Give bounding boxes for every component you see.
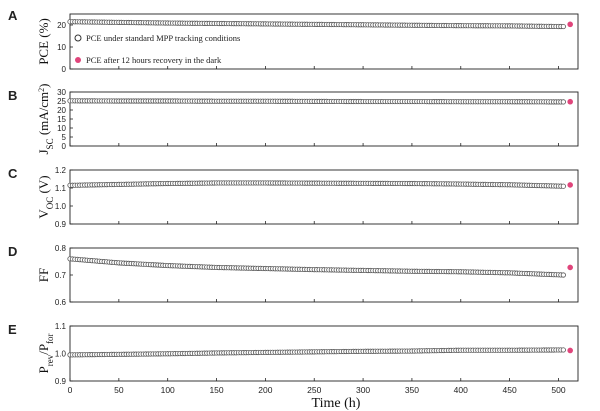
y-tick-label: 15 — [57, 115, 66, 124]
legend-marker-open — [74, 34, 82, 42]
x-axis: 0 50 100 150 200 250 300 350 400 450 500 — [68, 385, 566, 395]
y-tick-label: 0 — [62, 65, 67, 74]
series-markers — [67, 19, 566, 30]
panel-a: A 0 10 20 PCE (%) — [8, 8, 579, 74]
y-tick-label: 1.1 — [55, 184, 67, 193]
series-markers — [67, 347, 566, 358]
y-tick-label: 0 — [62, 142, 67, 151]
series-markers — [67, 180, 566, 189]
panel-letter-d: D — [8, 244, 17, 259]
panel-letter-e: E — [8, 322, 17, 337]
legend: PCE under standard MPP tracking conditio… — [74, 33, 240, 65]
y-tick-label: 1.2 — [55, 166, 67, 175]
panel-d: D 0.6 0.7 0.8 FF — [8, 244, 579, 307]
series-markers — [67, 98, 566, 105]
plot-frame — [69, 169, 579, 225]
y-axis-label-a: PCE (%) — [36, 18, 51, 65]
y-tick-label: 0.8 — [55, 244, 67, 253]
recovery-point — [567, 264, 573, 271]
y-axis-label-d: FF — [36, 268, 51, 282]
y-tick-label: 0.9 — [55, 377, 67, 386]
y-tick-label: 5 — [62, 133, 67, 142]
data-point — [560, 347, 566, 353]
y-tick-label: 30 — [57, 88, 66, 97]
x-tick-label: 200 — [258, 385, 272, 395]
data-point — [560, 183, 566, 189]
y-tick-label: 10 — [57, 124, 66, 133]
y-tick-label: 1.0 — [55, 202, 67, 211]
x-tick-label: 100 — [161, 385, 175, 395]
y-axis-label-e: Prev/Pfor — [36, 333, 55, 373]
x-axis-label: Time (h) — [312, 396, 361, 411]
recovery-point — [567, 347, 573, 354]
data-point — [560, 23, 566, 30]
x-tick-label: 50 — [114, 385, 124, 395]
x-tick-label: 0 — [68, 385, 73, 395]
panel-letter-c: C — [8, 166, 18, 181]
y-axis-label-b: JSC (mA/cm2) — [36, 84, 55, 155]
panel-letter-a: A — [8, 8, 18, 23]
y-tick-label: 1.1 — [55, 322, 67, 331]
y-tick-label: 1.0 — [55, 350, 67, 359]
x-tick-label: 450 — [503, 385, 517, 395]
panel-letter-b: B — [8, 88, 17, 103]
y-tick-label: 0.6 — [55, 298, 67, 307]
data-point — [560, 99, 566, 105]
series-markers — [67, 256, 566, 278]
y-tick-label: 0.7 — [55, 271, 67, 280]
x-tick-label: 300 — [356, 385, 370, 395]
y-axis-label-c: VOC (V) — [36, 175, 55, 218]
recovery-point — [567, 182, 573, 188]
x-tick-label: 250 — [307, 385, 321, 395]
x-tick-label: 350 — [405, 385, 419, 395]
y-tick-label: 25 — [57, 97, 66, 106]
plot-frame — [69, 13, 579, 70]
recovery-point — [567, 98, 573, 105]
legend-entry-mpp: PCE under standard MPP tracking conditio… — [86, 33, 240, 43]
legend-entry-recovery: PCE after 12 hours recovery in the dark — [86, 55, 222, 65]
y-tick-label: 0.9 — [55, 220, 67, 229]
y-tick-label: 20 — [57, 106, 66, 115]
y-tick-label: 20 — [57, 21, 66, 30]
recovery-point — [567, 21, 573, 28]
x-tick-label: 150 — [209, 385, 223, 395]
legend-marker-recovery — [75, 57, 81, 63]
y-tick-label: 10 — [57, 43, 66, 52]
x-tick-label: 500 — [551, 385, 565, 395]
data-point — [560, 272, 566, 278]
x-tick-label: 400 — [454, 385, 468, 395]
